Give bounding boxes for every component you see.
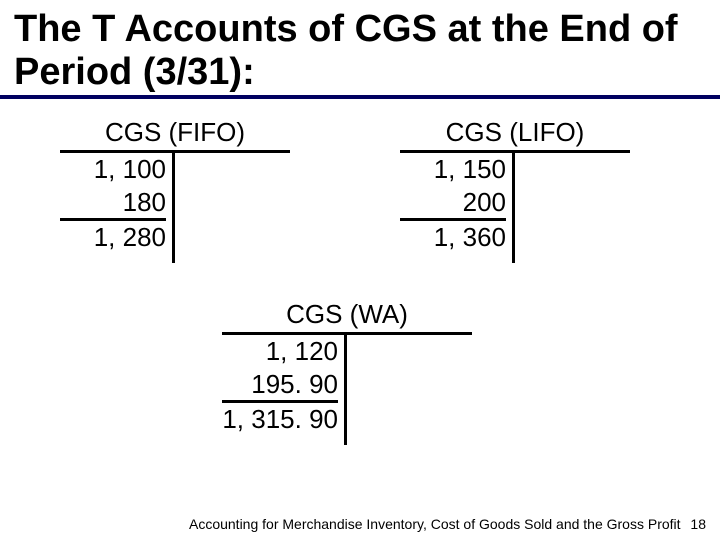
t-account-lifo: CGS (LIFO) 1, 150 200 1, 360 xyxy=(400,117,630,263)
t-account-wa-title: CGS (WA) xyxy=(222,299,472,335)
t-account-lifo-body: 1, 150 200 1, 360 xyxy=(400,153,630,263)
t-account-wa-total: 1, 315. 90 xyxy=(222,403,338,436)
t-account-fifo-title: CGS (FIFO) xyxy=(60,117,290,153)
page-number: 18 xyxy=(690,516,706,532)
slide-footer: Accounting for Merchandise Inventory, Co… xyxy=(189,516,706,532)
slide-title: The T Accounts of CGS at the End of Peri… xyxy=(0,0,720,99)
t-account-fifo-row2: 180 xyxy=(60,186,166,219)
t-account-fifo-row1: 1, 100 xyxy=(60,153,166,186)
t-account-lifo-row2: 200 xyxy=(400,186,506,219)
t-account-wa-debit: 1, 120 195. 90 1, 315. 90 xyxy=(222,335,347,445)
t-account-wa-row1: 1, 120 xyxy=(222,335,338,368)
t-account-wa: CGS (WA) 1, 120 195. 90 1, 315. 90 xyxy=(222,299,472,445)
footer-text: Accounting for Merchandise Inventory, Co… xyxy=(189,516,681,532)
t-account-lifo-credit xyxy=(515,153,630,263)
t-account-fifo-debit: 1, 100 180 1, 280 xyxy=(60,153,175,263)
t-account-lifo-total: 1, 360 xyxy=(400,221,506,254)
t-account-wa-credit xyxy=(347,335,472,445)
t-account-fifo-total: 1, 280 xyxy=(60,221,166,254)
t-account-fifo-body: 1, 100 180 1, 280 xyxy=(60,153,290,263)
t-account-fifo-credit xyxy=(175,153,290,263)
t-account-lifo-row1: 1, 150 xyxy=(400,153,506,186)
t-account-wa-body: 1, 120 195. 90 1, 315. 90 xyxy=(222,335,472,445)
t-account-fifo: CGS (FIFO) 1, 100 180 1, 280 xyxy=(60,117,290,263)
t-account-wa-row2: 195. 90 xyxy=(222,368,338,401)
content-area: CGS (FIFO) 1, 100 180 1, 280 CGS (LIFO) … xyxy=(0,99,720,519)
t-account-lifo-debit: 1, 150 200 1, 360 xyxy=(400,153,515,263)
t-account-lifo-title: CGS (LIFO) xyxy=(400,117,630,153)
